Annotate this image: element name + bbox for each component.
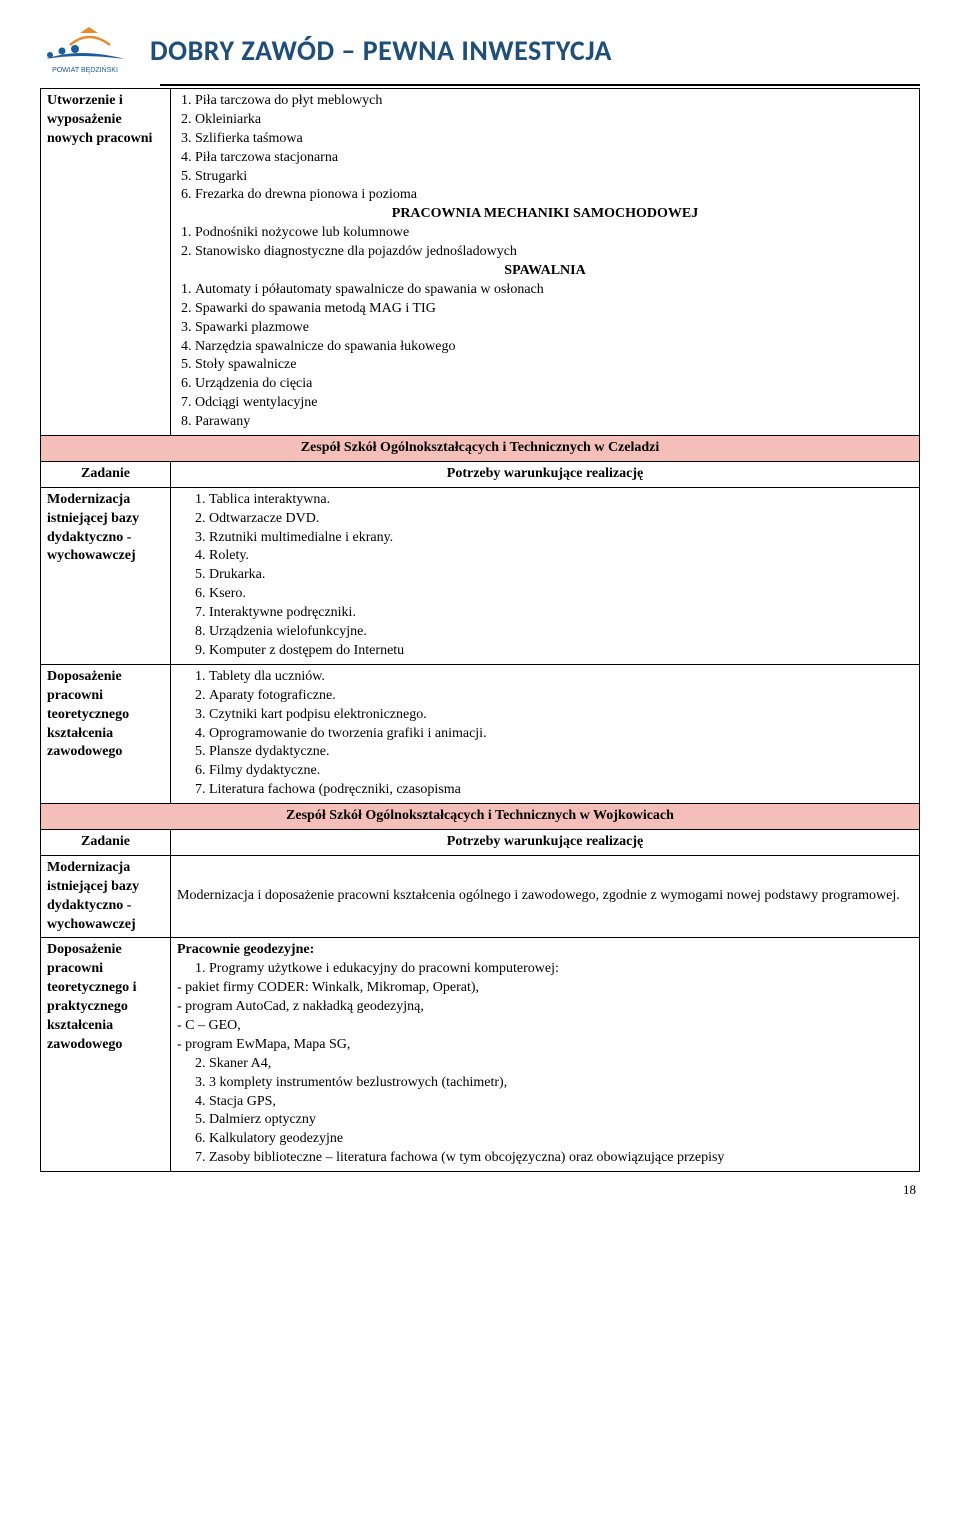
list-item: Strugarki [195, 168, 913, 187]
list-item: Piła tarczowa do płyt meblowych [195, 92, 913, 111]
list-item: Okleiniarka [195, 111, 913, 130]
row-content: Pracownie geodezyjne: Programy użytkowe … [171, 938, 920, 1172]
table-header-row: Zadanie Potrzeby warunkujące realizację [41, 829, 920, 855]
list: Tablica interaktywna. Odtwarzacze DVD. R… [209, 491, 913, 661]
list-item: Podnośniki nożycowe lub kolumnowe [195, 224, 913, 243]
list-item: Ksero. [209, 585, 913, 604]
list-item: Interaktywne podręczniki. [209, 604, 913, 623]
geodesy-heading: Pracownie geodezyjne: [177, 941, 913, 960]
table-row: Doposażenie pracowni teoretycznego kszta… [41, 664, 920, 803]
row-content: Tablica interaktywna. Odtwarzacze DVD. R… [171, 487, 920, 664]
sub-line: - C – GEO, [177, 1017, 913, 1036]
list-item: 3 komplety instrumentów bezlustrowych (t… [209, 1074, 913, 1093]
section-banner: Zespół Szkół Ogólnokształcących i Techni… [41, 804, 920, 830]
table-row: Utworzenie i wyposażenie nowych pracowni… [41, 89, 920, 436]
logo-caption: POWIAT BĘDZIŃSKI [52, 67, 118, 74]
row-content: Piła tarczowa do płyt meblowych Okleinia… [171, 89, 920, 436]
table-header-row: Zadanie Potrzeby warunkujące realizację [41, 461, 920, 487]
list-mech: Podnośniki nożycowe lub kolumnowe Stanow… [195, 224, 913, 262]
list-item: Odciągi wentylacyjne [195, 394, 913, 413]
list-item: Urządzenia wielofunkcyjne. [209, 623, 913, 642]
page-title: DOBRY ZAWÓD – PEWNA INWESTYCJA [150, 33, 612, 68]
list-item: Tablety dla uczniów. [209, 668, 913, 687]
list-item: Plansze dydaktyczne. [209, 743, 913, 762]
list-item: Oprogramowanie do tworzenia grafiki i an… [209, 725, 913, 744]
row-label: Doposażenie pracowni teoretycznego kszta… [41, 664, 171, 803]
list-item: Programy użytkowe i edukacyjny do pracow… [209, 960, 913, 979]
list-item: Stanowisko diagnostyczne dla pojazdów je… [195, 243, 913, 262]
list-item: Literatura fachowa (podręczniki, czasopi… [209, 781, 913, 800]
table-row: Modernizacja istniejącej bazy dydaktyczn… [41, 855, 920, 938]
item1-lead: Programy użytkowe i edukacyjny do pracow… [209, 961, 559, 976]
list-item: Rolety. [209, 547, 913, 566]
row-content: Tablety dla uczniów. Aparaty fotograficz… [171, 664, 920, 803]
list-item: Parawany [195, 413, 913, 432]
list-item: Szlifierka taśmowa [195, 130, 913, 149]
section-banner-row: Zespół Szkół Ogólnokształcących i Techni… [41, 436, 920, 462]
list-item: Aparaty fotograficzne. [209, 687, 913, 706]
list: Tablety dla uczniów. Aparaty fotograficz… [209, 668, 913, 800]
table-row: Modernizacja istniejącej bazy dydaktyczn… [41, 487, 920, 664]
list-item: Rzutniki multimedialne i ekrany. [209, 529, 913, 548]
section-banner: Zespół Szkół Ogólnokształcących i Techni… [41, 436, 920, 462]
list-item: Frezarka do drewna pionowa i pozioma [195, 186, 913, 205]
list-item: Piła tarczowa stacjonarna [195, 149, 913, 168]
row-label: Modernizacja istniejącej bazy dydaktyczn… [41, 855, 171, 938]
list-item: Automaty i półautomaty spawalnicze do sp… [195, 281, 913, 300]
row-label: Modernizacja istniejącej bazy dydaktyczn… [41, 487, 171, 664]
sub-line: - pakiet firmy CODER: Winkalk, Mikromap,… [177, 979, 913, 998]
sub-heading: PRACOWNIA MECHANIKI SAMOCHODOWEJ [177, 205, 913, 224]
list-item: Skaner A4, [209, 1055, 913, 1074]
page-header: POWIAT BĘDZIŃSKI DOBRY ZAWÓD – PEWNA INW… [40, 20, 920, 80]
list-item: Drukarka. [209, 566, 913, 585]
list: Programy użytkowe i edukacyjny do pracow… [209, 960, 913, 979]
header-underline [160, 84, 920, 86]
logo-svg [40, 27, 130, 67]
needs-header: Potrzeby warunkujące realizację [171, 829, 920, 855]
list-item: Zasoby biblioteczne – literatura fachowa… [209, 1149, 913, 1168]
list-item: Tablica interaktywna. [209, 491, 913, 510]
row-label: Utworzenie i wyposażenie nowych pracowni [41, 89, 171, 436]
list: Skaner A4, 3 komplety instrumentów bezlu… [209, 1055, 913, 1168]
page-number: 18 [40, 1182, 920, 1198]
list-item: Stoły spawalnicze [195, 356, 913, 375]
list-item: Urządzenia do cięcia [195, 375, 913, 394]
list-item: Dalmierz optyczny [209, 1111, 913, 1130]
task-header: Zadanie [41, 829, 171, 855]
list-item: Stacja GPS, [209, 1093, 913, 1112]
row-content: Modernizacja i doposażenie pracowni kszt… [171, 855, 920, 938]
table-row: Doposażenie pracowni teoretycznego i pra… [41, 938, 920, 1172]
list-top: Piła tarczowa do płyt meblowych Okleinia… [195, 92, 913, 205]
section-banner-row: Zespół Szkół Ogólnokształcących i Techni… [41, 804, 920, 830]
list-item: Kalkulatory geodezyjne [209, 1130, 913, 1149]
sub-line: - program AutoCad, z nakładką geodezyjną… [177, 998, 913, 1017]
list-item: Spawarki do spawania metodą MAG i TIG [195, 300, 913, 319]
row-label: Doposażenie pracowni teoretycznego i pra… [41, 938, 171, 1172]
list-item: Czytniki kart podpisu elektronicznego. [209, 706, 913, 725]
list-item: Narzędzia spawalnicze do spawania łukowe… [195, 338, 913, 357]
list-item: Komputer z dostępem do Internetu [209, 642, 913, 661]
list-item: Spawarki plazmowe [195, 319, 913, 338]
list-spaw: Automaty i półautomaty spawalnicze do sp… [195, 281, 913, 432]
modernization-text: Modernizacja i doposażenie pracowni kszt… [177, 887, 913, 906]
main-table: Utworzenie i wyposażenie nowych pracowni… [40, 88, 920, 1172]
sub-heading: SPAWALNIA [177, 262, 913, 281]
needs-header: Potrzeby warunkujące realizację [171, 461, 920, 487]
logo: POWIAT BĘDZIŃSKI [40, 20, 130, 80]
list-item: Filmy dydaktyczne. [209, 762, 913, 781]
sub-line: - program EwMapa, Mapa SG, [177, 1036, 913, 1055]
list-item: Odtwarzacze DVD. [209, 510, 913, 529]
task-header: Zadanie [41, 461, 171, 487]
